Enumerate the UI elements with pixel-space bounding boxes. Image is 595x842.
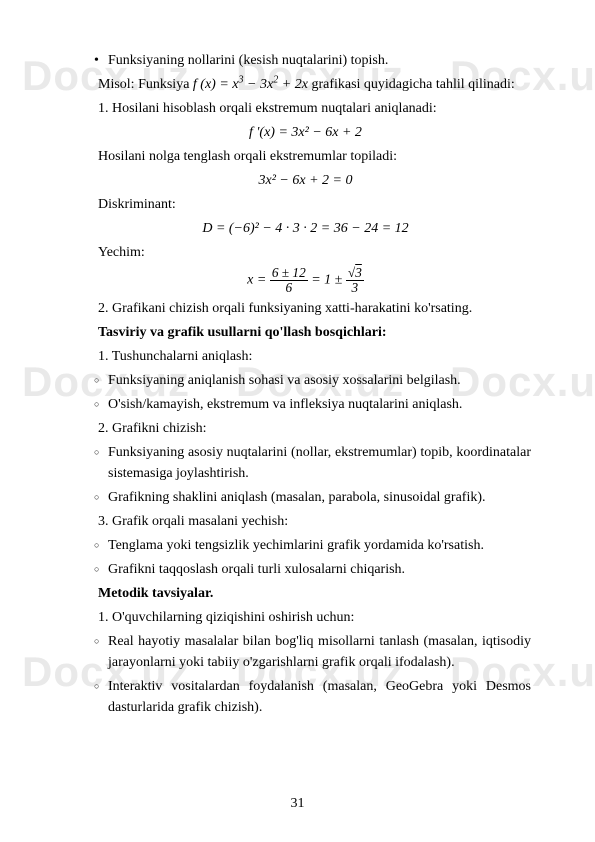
formula-block: x = 6 ± 126 = 1 ± √33	[80, 266, 531, 295]
numbered-item: 3. Grafik orqali masalani yechish:	[80, 511, 531, 532]
text: Misol: Funksiya	[98, 77, 193, 92]
formula-block: 3x² − 6x + 2 = 0	[80, 170, 531, 191]
heading: Tasviriy va grafik usullarni qo'llash bo…	[80, 322, 531, 343]
sub-bullet-item: O'sish/kamayish, ekstremum va infleksiya…	[80, 394, 531, 415]
sub-bullet-item: Interaktiv vositalardan foydalanish (mas…	[80, 676, 531, 718]
paragraph: Hosilani nolga tenglash orqali ekstremum…	[80, 146, 531, 167]
sub-bullet-item: Real hayotiy masalalar bilan bog'liq mis…	[80, 631, 531, 673]
numbered-item: 1. Tushunchalarni aniqlash:	[80, 346, 531, 367]
sub-bullet-item: Funksiyaning aniqlanish sohasi va asosiy…	[80, 370, 531, 391]
text: grafikasi quyidagicha tahlil qilinadi:	[308, 77, 515, 92]
numbered-item: 1. O'quvchilarning qiziqishini oshirish …	[80, 607, 531, 628]
paragraph: Yechim:	[80, 242, 531, 263]
numbered-item: 2. Grafikani chizish orqali funksiyaning…	[80, 298, 531, 319]
bullet-item: Funksiyaning nollarini (kesish nuqtalari…	[80, 50, 531, 71]
formula-block: D = (−6)² − 4 · 3 · 2 = 36 − 24 = 12	[80, 218, 531, 239]
formula-block: f '(x) = 3x² − 6x + 2	[80, 122, 531, 143]
paragraph: Misol: Funksiya f (x) = x3 − 3x2 + 2x gr…	[80, 74, 531, 95]
page-content: Funksiyaning nollarini (kesish nuqtalari…	[80, 50, 531, 718]
heading: Metodik tavsiyalar.	[80, 583, 531, 604]
sub-bullet-item: Tenglama yoki tengsizlik yechimlarini gr…	[80, 535, 531, 556]
numbered-item: 1. Hosilani hisoblash orqali ekstremum n…	[80, 98, 531, 119]
numbered-item: 2. Grafikni chizish:	[80, 418, 531, 439]
sub-bullet-item: Funksiyaning asosiy nuqtalarini (nollar,…	[80, 442, 531, 484]
paragraph: Diskriminant:	[80, 194, 531, 215]
page-number: 31	[0, 793, 595, 814]
formula-inline: f (x) = x3 − 3x2 + 2x	[193, 77, 308, 92]
sub-bullet-item: Grafikning shaklini aniqlash (masalan, p…	[80, 487, 531, 508]
sub-bullet-item: Grafikni taqqoslash orqali turli xulosal…	[80, 559, 531, 580]
